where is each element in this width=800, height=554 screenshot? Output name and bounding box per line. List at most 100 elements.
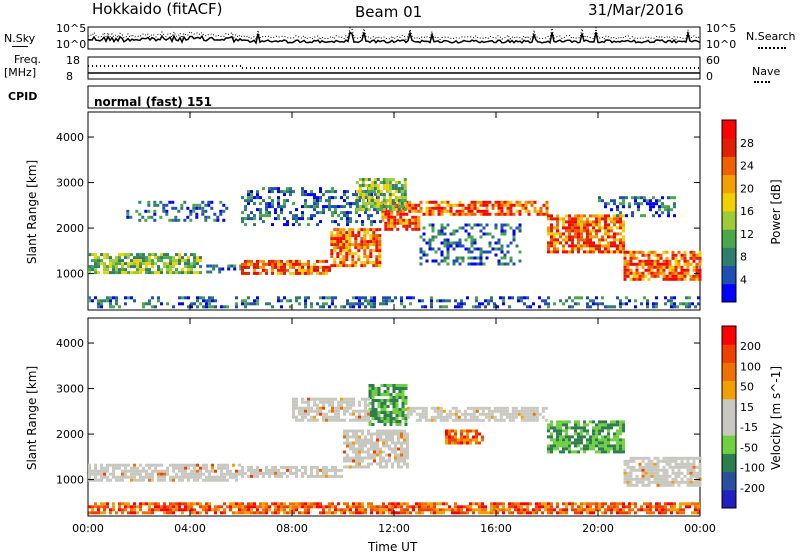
- heatmap-cell: [659, 253, 663, 257]
- heatmap-cell: [622, 220, 625, 224]
- heatmap-cell: [328, 208, 331, 212]
- heatmap-cell: [399, 218, 403, 222]
- heatmap-cell: [659, 483, 663, 487]
- heatmap-cell: [556, 511, 559, 515]
- heatmap-cell: [295, 271, 298, 275]
- heatmap-cell: [398, 423, 402, 426]
- heatmap-cell: [629, 456, 633, 460]
- heatmap-cell: [94, 265, 97, 269]
- heatmap-cell: [635, 274, 639, 278]
- heatmap-cell: [100, 253, 103, 257]
- heatmap-cell: [127, 505, 130, 509]
- heatmap-cell: [607, 244, 610, 248]
- heatmap-cell: [487, 406, 491, 410]
- heatmap-cell: [656, 483, 660, 487]
- heatmap-cell: [371, 402, 375, 405]
- heatmap-cell: [217, 505, 220, 509]
- heatmap-cell: [193, 511, 196, 515]
- heatmap-cell: [485, 250, 489, 254]
- heatmap-cell: [392, 420, 396, 423]
- heatmap-cell: [408, 200, 412, 204]
- heatmap-cell: [598, 244, 601, 248]
- heatmap-cell: [175, 259, 178, 263]
- heatmap-cell: [653, 253, 657, 257]
- heatmap-cell: [97, 472, 100, 476]
- heatmap-cell: [433, 409, 437, 413]
- heatmap-cell: [348, 264, 352, 268]
- heatmap-cell: [400, 299, 403, 303]
- heatmap-cell: [503, 203, 507, 207]
- heatmap-cell: [379, 432, 382, 436]
- heatmap-cell: [178, 505, 181, 509]
- heatmap-cell: [553, 226, 556, 230]
- heatmap-cell: [358, 299, 361, 303]
- heatmap-cell: [668, 465, 672, 469]
- heatmap-cell: [388, 208, 392, 211]
- heatmap-cell: [604, 423, 607, 427]
- heatmap-cell: [577, 432, 580, 436]
- heatmap-cell: [417, 203, 421, 207]
- heatmap-cell: [247, 271, 250, 275]
- heatmap-cell: [686, 468, 690, 472]
- heatmap-cell: [369, 228, 373, 232]
- heatmap-cell: [363, 261, 367, 265]
- heatmap-cell: [145, 469, 148, 473]
- heatmap-cell: [373, 302, 376, 306]
- heatmap-cell: [388, 199, 392, 202]
- heatmap-cell: [467, 256, 471, 260]
- heatmap-cell: [610, 444, 613, 448]
- heatmap-cell: [580, 511, 583, 515]
- heatmap-cell: [553, 217, 556, 221]
- heatmap-cell: [292, 511, 295, 515]
- heatmap-cell: [295, 217, 298, 221]
- heatmap-cell: [94, 268, 97, 272]
- heatmap-cell: [562, 420, 565, 424]
- heatmap-cell: [88, 271, 91, 275]
- heatmap-cell: [497, 206, 501, 210]
- heatmap-cell: [662, 277, 666, 281]
- heatmap-cell: [613, 202, 616, 206]
- heatmap-cell: [195, 215, 199, 219]
- heatmap-cell: [406, 415, 410, 419]
- heatmap-cell: [508, 305, 511, 309]
- heatmap-cell: [271, 205, 274, 209]
- heatmap-cell: [559, 429, 562, 433]
- heatmap-cell: [604, 508, 607, 512]
- heatmap-cell: [391, 505, 394, 509]
- heatmap-cell: [580, 232, 583, 236]
- heatmap-cell: [328, 265, 331, 269]
- heatmap-cell: [380, 384, 384, 387]
- heatmap-cell: [392, 387, 396, 390]
- heatmap-cell: [301, 193, 304, 197]
- heatmap-cell: [565, 420, 568, 424]
- heatmap-cell: [352, 505, 355, 509]
- heatmap-cell: [409, 296, 412, 300]
- heatmap-cell: [283, 190, 286, 194]
- heatmap-cell: [503, 212, 507, 216]
- heatmap-cell: [380, 417, 384, 420]
- heatmap-cell: [298, 302, 301, 306]
- heatmap-cell: [493, 505, 496, 509]
- heatmap-cell: [330, 237, 334, 241]
- heatmap-cell: [388, 459, 391, 463]
- heatmap-cell: [583, 241, 586, 245]
- heatmap-cell: [181, 296, 184, 300]
- heatmap-cell: [405, 227, 409, 231]
- heatmap-cell: [268, 468, 271, 472]
- heatmap-cell: [550, 420, 553, 424]
- heatmap-cell: [619, 244, 622, 248]
- heatmap-cell: [196, 256, 199, 260]
- heatmap-cell: [565, 441, 568, 445]
- heatmap-cell: [145, 472, 148, 476]
- heatmap-cell: [331, 400, 334, 404]
- heatmap-cell: [352, 193, 355, 197]
- heatmap-cell: [295, 418, 298, 422]
- heatmap-cell: [580, 226, 583, 230]
- heatmap-cell: [178, 475, 181, 479]
- heatmap-cell: [343, 305, 346, 309]
- heatmap-cell: [271, 471, 274, 475]
- heatmap-cell: [430, 418, 434, 422]
- heatmap-cell: [662, 259, 666, 263]
- heatmap-cell: [289, 299, 292, 303]
- heatmap-cell: [319, 511, 322, 515]
